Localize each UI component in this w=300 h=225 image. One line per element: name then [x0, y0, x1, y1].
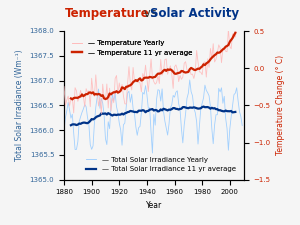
- Y-axis label: Temperature Change (° C): Temperature Change (° C): [276, 55, 285, 155]
- X-axis label: Year: Year: [146, 201, 162, 210]
- Text: Solar Activity: Solar Activity: [150, 7, 239, 20]
- Legend: — Total Solar Irradiance Yearly, — Total Solar Irradiance 11 yr average: — Total Solar Irradiance Yearly, — Total…: [83, 154, 238, 175]
- Text: Temperature: Temperature: [65, 7, 150, 20]
- Text: vs: vs: [140, 7, 160, 20]
- Legend: — Temperature Yearly, — Temperature 11 yr average: — Temperature Yearly, — Temperature 11 y…: [69, 37, 195, 58]
- Y-axis label: Total Solar Irradiance (Wm⁻¹): Total Solar Irradiance (Wm⁻¹): [15, 50, 24, 161]
